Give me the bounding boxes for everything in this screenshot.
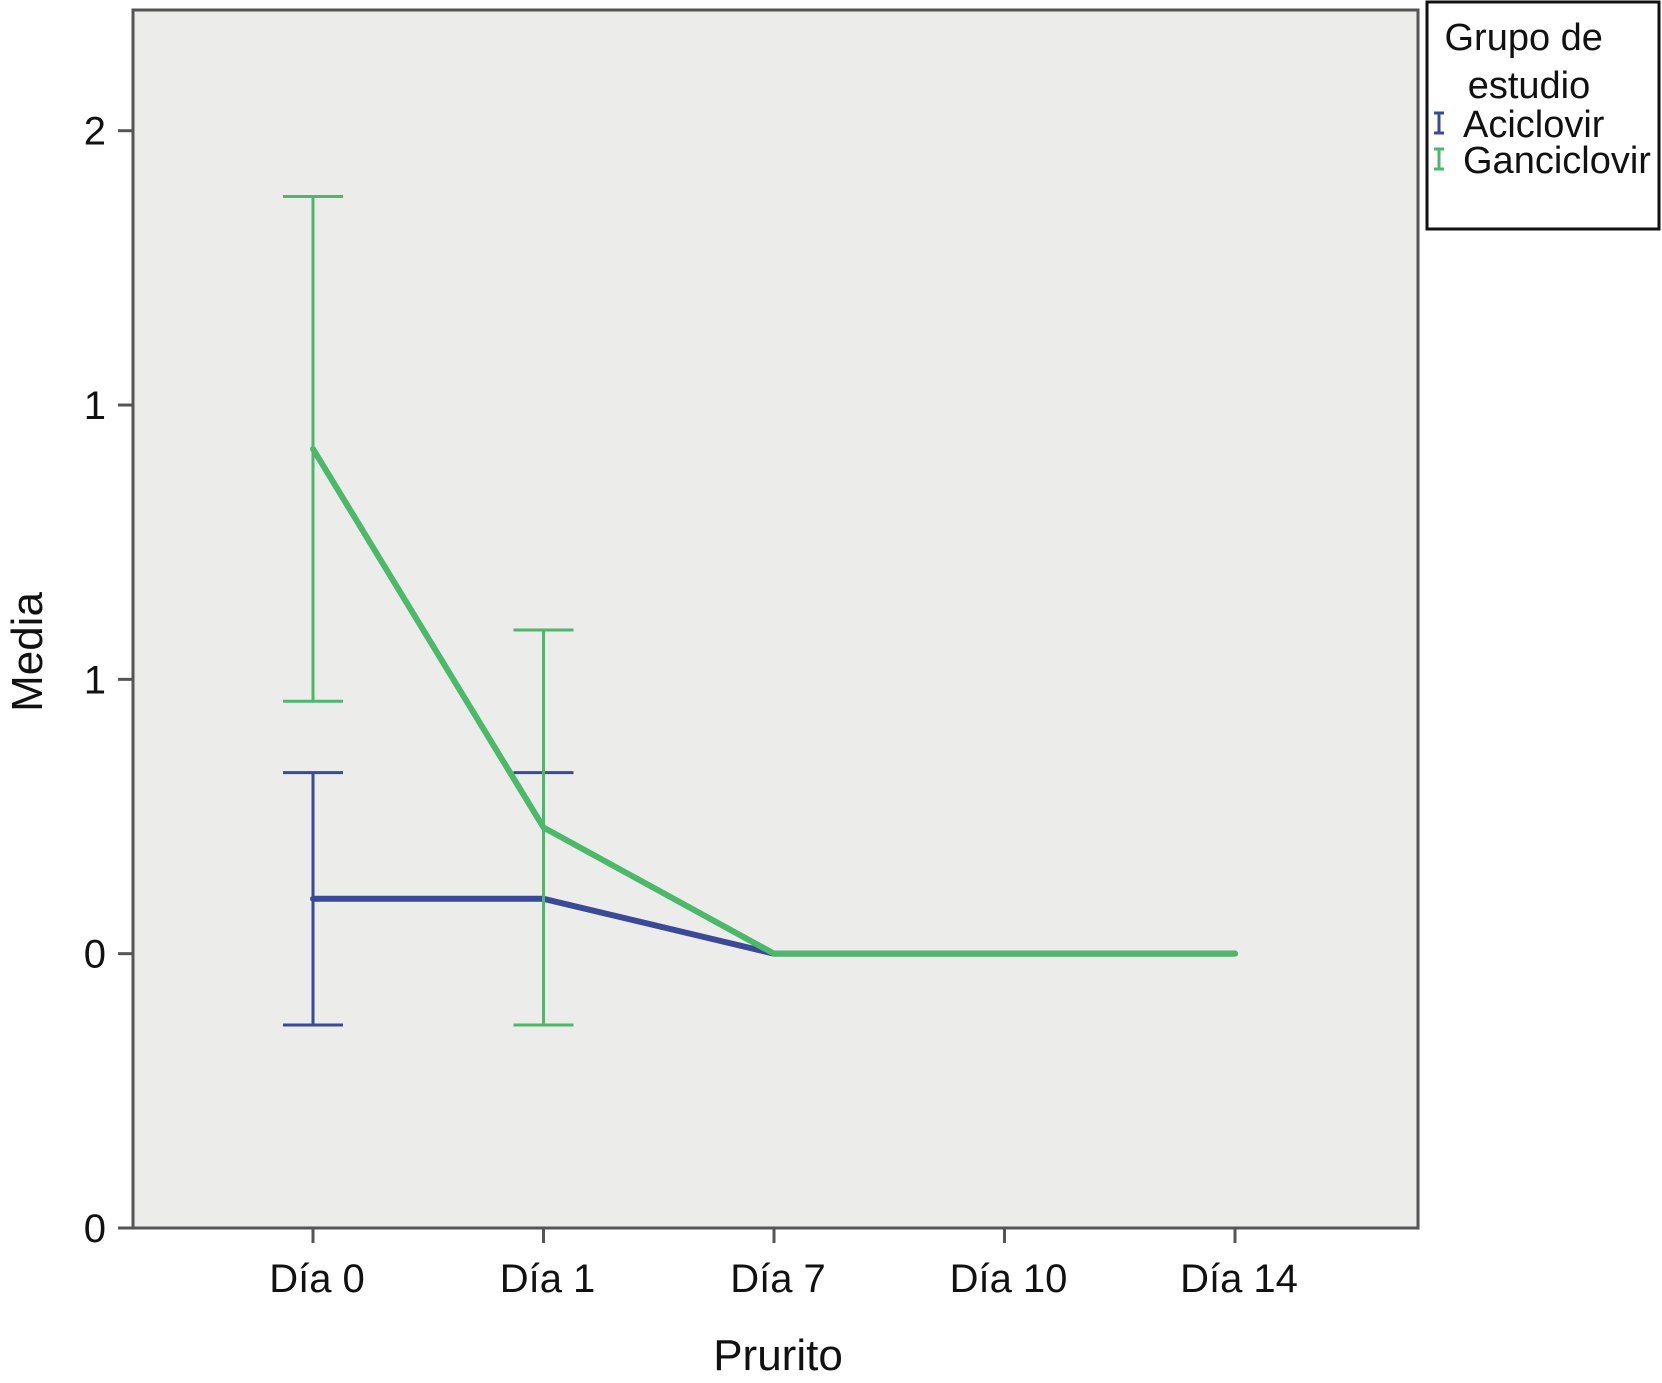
legend-title-line1: Grupo de <box>1444 17 1602 59</box>
legend-item: Aciclovir <box>1434 104 1605 146</box>
y-tick-label: 1 <box>84 658 106 702</box>
legend-title-line2: estudio <box>1468 65 1591 107</box>
x-axis: Día 0 Día 1 Día 7 Día 10 Día 14 <box>269 1228 1298 1301</box>
x-tick-label: Día 1 <box>500 1257 596 1301</box>
x-tick-label: Día 14 <box>1180 1257 1298 1301</box>
legend-box <box>1425 0 1661 231</box>
legend-label: Ganciclovir <box>1463 140 1651 182</box>
x-tick-label: Día 0 <box>269 1257 365 1301</box>
y-tick-label: 0 <box>84 1207 106 1251</box>
series-ganciclovir <box>283 195 1238 1027</box>
y-axis-title: Media <box>3 592 52 712</box>
legend-title: Grupo de estudio <box>1444 17 1613 107</box>
series-layer <box>283 195 1238 1027</box>
y-tick-label: 0 <box>84 933 106 977</box>
legend-item: Ganciclovir <box>1434 140 1651 182</box>
y-axis: 0 0 1 1 2 <box>84 110 133 1251</box>
x-axis-title: Prurito <box>713 1331 843 1380</box>
y-tick-label: 2 <box>84 110 106 154</box>
y-tick-label: 1 <box>84 384 106 428</box>
plot-area <box>131 8 1420 1230</box>
x-tick-label: Día 10 <box>950 1257 1068 1301</box>
series-line <box>310 445 1238 957</box>
x-tick-label: Día 7 <box>730 1257 826 1301</box>
legend-label: Aciclovir <box>1463 104 1605 146</box>
